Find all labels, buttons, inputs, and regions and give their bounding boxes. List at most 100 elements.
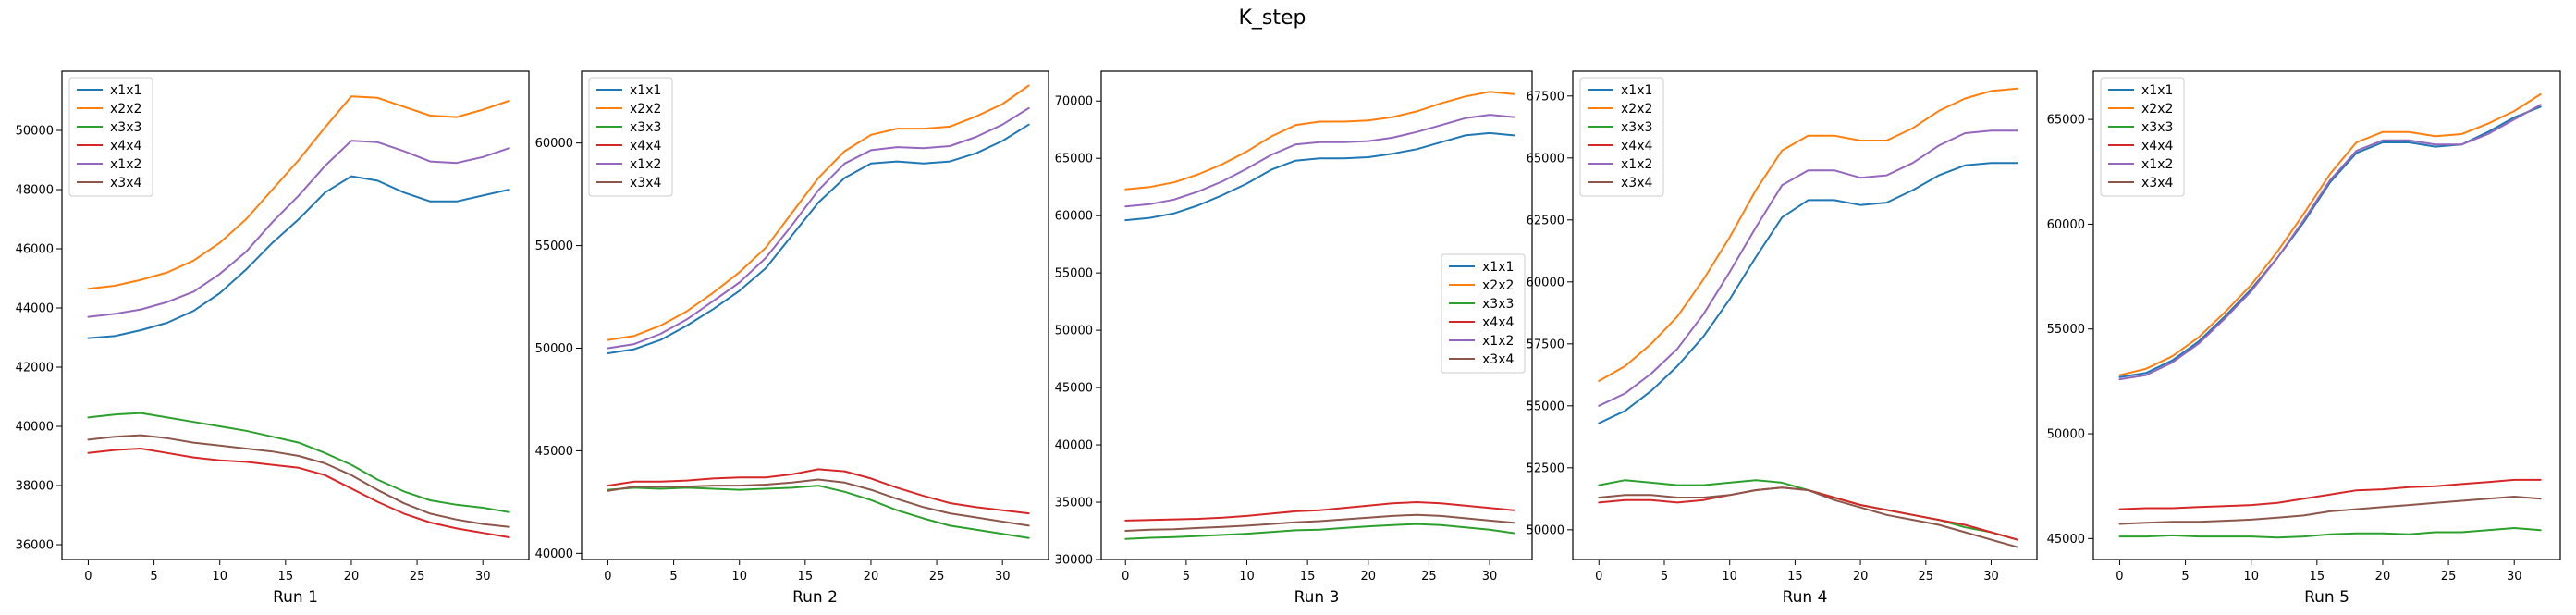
series-line-x1x2 <box>1598 129 2018 407</box>
legend-label: x2x2 <box>110 102 141 117</box>
x-tick-label: 30 <box>2507 570 2522 584</box>
y-tick-label: 30000 <box>1055 554 1093 568</box>
x-tick-label: 25 <box>929 570 945 584</box>
legend-label: x4x4 <box>2141 139 2173 154</box>
x-tick-label: 10 <box>1239 570 1255 584</box>
axes-frame <box>1572 70 2038 560</box>
x-axis-label: Run 3 <box>1294 588 1340 607</box>
axes-frame <box>2092 70 2561 560</box>
x-tick-label: 0 <box>604 570 611 584</box>
series-line-x3x4 <box>1124 513 1515 532</box>
series-line-x1x1 <box>87 175 510 339</box>
series-line-x3x4 <box>2118 496 2542 525</box>
y-tick-label: 57500 <box>1527 338 1564 351</box>
y-tick-label: 50000 <box>16 125 54 139</box>
series-line-x1x2 <box>1124 114 1515 208</box>
y-tick-label: 40000 <box>535 547 573 561</box>
y-tick-label: 38000 <box>16 480 54 494</box>
legend-label: x1x1 <box>1621 83 1652 98</box>
legend-label: x2x2 <box>2141 102 2173 117</box>
y-tick-label: 46000 <box>16 243 54 257</box>
legend-label: x1x1 <box>1482 260 1514 275</box>
series-line-x2x2 <box>607 84 1030 341</box>
y-tick-label: 70000 <box>1055 95 1093 109</box>
legend-label: x3x3 <box>2141 120 2173 135</box>
y-tick-label: 52500 <box>1527 461 1564 475</box>
x-tick-label: 30 <box>1482 570 1498 584</box>
y-tick-label: 67500 <box>1527 90 1564 104</box>
x-tick-label: 0 <box>1122 570 1129 584</box>
y-tick-label: 55000 <box>535 240 573 253</box>
y-tick-label: 42000 <box>16 362 54 375</box>
series-line-x3x3 <box>2118 527 2542 539</box>
legend-label: x1x2 <box>630 157 661 172</box>
y-tick-label: 36000 <box>16 539 54 553</box>
x-tick-label: 0 <box>1595 570 1602 584</box>
series-line-x3x3 <box>87 412 510 513</box>
series-line-x1x2 <box>87 140 510 318</box>
x-tick-label: 0 <box>2116 570 2123 584</box>
y-tick-label: 55000 <box>1527 400 1564 413</box>
legend-label: x1x1 <box>110 83 141 98</box>
y-tick-label: 40000 <box>16 421 54 435</box>
y-tick-label: 35000 <box>1055 497 1093 510</box>
x-tick-label: 10 <box>1722 570 1737 584</box>
x-tick-label: 20 <box>344 570 360 584</box>
y-tick-label: 40000 <box>1055 439 1093 453</box>
legend: x1x1 x2x2 x3x3 x4x4 x1x2 x3x4 <box>588 77 673 197</box>
y-tick-label: 65000 <box>1527 152 1564 166</box>
legend-label: x1x2 <box>110 157 141 172</box>
subplot-3: 0 5 10 15 20 25 30 30000 35000 40000 45000 50000 550… <box>1055 70 1533 607</box>
subplot-2: 0 5 10 15 20 25 30 40000 45000 50000 55000 60000 Run… <box>535 70 1049 607</box>
x-axis-label: Run 5 <box>2304 588 2349 607</box>
y-tick-label: 50000 <box>1055 325 1093 338</box>
legend-label: x1x2 <box>2141 157 2173 172</box>
figure-title: K_step <box>1238 6 1306 30</box>
y-tick-label: 65000 <box>1055 153 1093 166</box>
x-tick-label: 25 <box>2441 570 2457 584</box>
x-tick-label: 30 <box>1983 570 1999 584</box>
series-line-x3x3 <box>1598 479 2018 541</box>
x-axis-label: Run 4 <box>1783 588 1828 607</box>
x-tick-label: 25 <box>410 570 425 584</box>
series-line-x2x2 <box>2118 92 2542 376</box>
legend-label: x2x2 <box>630 102 661 117</box>
legend-label: x1x1 <box>630 83 661 98</box>
legend: x1x1 x2x2 x3x3 x4x4 x1x2 x3x4 <box>1579 77 1664 197</box>
legend-label: x1x2 <box>1482 334 1514 349</box>
y-tick-label: 60000 <box>1055 210 1093 224</box>
legend-label: x3x4 <box>1482 352 1514 367</box>
subplot-1: 0 5 10 15 20 25 30 36000 38000 40000 42000 44000 460… <box>16 70 530 607</box>
legend-label: x3x4 <box>630 176 661 191</box>
y-tick-label: 60000 <box>535 137 573 151</box>
legend-label: x2x2 <box>1482 278 1514 293</box>
legend-label: x3x3 <box>630 120 661 135</box>
legend-label: x4x4 <box>630 139 661 154</box>
series-line-x3x4 <box>87 434 510 528</box>
y-tick-label: 65000 <box>2047 114 2085 128</box>
y-tick-label: 62500 <box>1527 214 1564 228</box>
x-tick-label: 15 <box>1787 570 1803 584</box>
legend-label: x4x4 <box>1621 139 1652 154</box>
legend-label: x3x3 <box>1482 297 1514 312</box>
series-line-x1x1 <box>607 123 1030 354</box>
series-line-x3x4 <box>1598 486 2018 548</box>
x-tick-label: 10 <box>2243 570 2259 584</box>
y-tick-label: 48000 <box>16 184 54 198</box>
x-axis-label: Run 2 <box>792 588 838 607</box>
y-tick-label: 44000 <box>16 302 54 316</box>
axes-frame <box>61 70 530 560</box>
legend-label: x3x4 <box>110 176 141 191</box>
x-tick-label: 20 <box>2375 570 2391 584</box>
y-tick-label: 60000 <box>2047 218 2085 232</box>
series-line-x1x2 <box>2118 104 2542 381</box>
legend-label: x4x4 <box>1482 315 1514 330</box>
x-tick-label: 5 <box>1183 570 1190 584</box>
series-line-x1x1 <box>1598 162 2018 424</box>
y-tick-label: 45000 <box>1055 382 1093 396</box>
series-line-x2x2 <box>87 95 510 290</box>
series-line-x3x4 <box>607 478 1030 527</box>
legend: x1x1 x2x2 x3x3 x4x4 x1x2 x3x4 <box>68 77 153 197</box>
x-tick-label: 10 <box>212 570 227 584</box>
